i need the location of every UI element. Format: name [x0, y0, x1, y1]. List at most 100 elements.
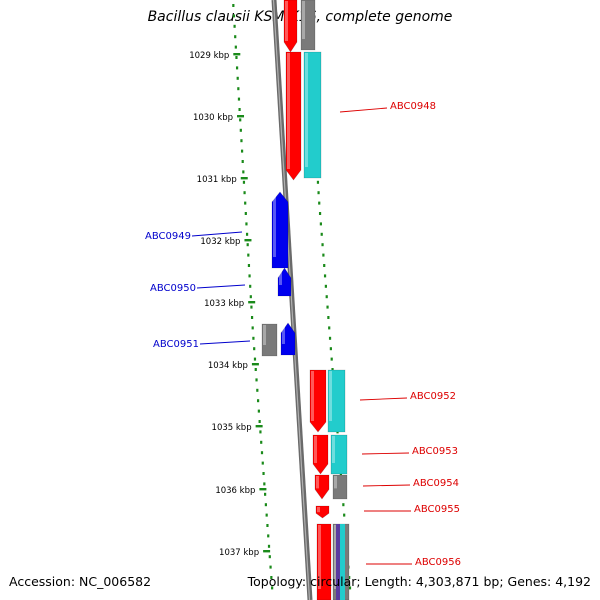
major-tick-left	[263, 550, 271, 553]
scale-label: 1034 kbp	[208, 361, 248, 371]
minor-tick-right	[325, 295, 328, 299]
gene-arrow-abc0952	[309, 369, 327, 433]
minor-tick-right	[348, 586, 352, 590]
minor-tick-left	[250, 316, 254, 319]
minor-tick-left	[265, 513, 268, 517]
minor-tick-left	[248, 274, 251, 278]
minor-tick-right	[323, 264, 326, 267]
major-tick-left	[237, 115, 245, 118]
gene-arrow-forward	[283, 0, 298, 53]
scale-label: 1033 kbp	[204, 299, 244, 309]
gene-label: ABC0955	[414, 504, 460, 515]
minor-tick-left	[244, 201, 247, 205]
minor-tick-left	[257, 409, 260, 413]
gene-label: ABC0949	[145, 231, 191, 242]
minor-tick-left	[249, 295, 252, 299]
minor-tick-left	[260, 451, 264, 455]
gene-label: ABC0956	[415, 557, 461, 568]
gene-label: ABC0950	[150, 283, 196, 294]
minor-tick-left	[239, 118, 242, 122]
minor-tick-left	[243, 191, 246, 195]
minor-tick-left	[261, 461, 264, 465]
scale-label: 1035 kbp	[212, 423, 252, 433]
gene-arrow-abc0949	[271, 191, 289, 269]
minor-tick-right	[328, 326, 331, 330]
minor-tick-left	[246, 243, 249, 247]
minor-tick-left	[245, 222, 248, 226]
label-leader-line	[196, 284, 246, 289]
minor-tick-left	[241, 160, 244, 163]
label-leader-line	[362, 484, 411, 487]
minor-tick-right	[319, 222, 322, 226]
minor-tick-left	[235, 56, 238, 59]
gene-arrow-abc0953	[312, 434, 329, 475]
minor-tick-right	[322, 253, 325, 257]
major-tick-left	[233, 53, 241, 56]
minor-tick-left	[232, 4, 235, 7]
minor-tick-left	[255, 378, 258, 382]
minor-tick-right	[323, 274, 327, 278]
minor-tick-left	[239, 128, 242, 132]
minor-tick-right	[318, 212, 322, 215]
feature-bar-gray	[332, 474, 348, 500]
minor-tick-right	[328, 336, 332, 340]
minor-tick-left	[242, 170, 245, 174]
minor-tick-left	[264, 503, 267, 507]
gene-arrow-abc0956	[316, 523, 332, 600]
minor-tick-left	[270, 576, 273, 579]
label-leader-line	[339, 107, 388, 113]
minor-tick-left	[269, 565, 272, 569]
minor-tick-right	[348, 576, 351, 579]
major-tick-left	[259, 488, 267, 491]
minor-tick-left	[234, 45, 237, 49]
minor-tick-left	[271, 586, 274, 590]
gene-arrow-abc0948	[285, 51, 302, 181]
feature-bar-cyan	[330, 434, 348, 475]
minor-tick-left	[240, 149, 244, 153]
minor-tick-left	[237, 87, 240, 91]
minor-tick-left	[266, 524, 269, 527]
minor-tick-right	[320, 232, 323, 236]
label-leader-line	[359, 397, 408, 401]
label-leader-line	[361, 452, 410, 455]
label-leader-line	[199, 340, 251, 345]
major-tick-left	[248, 301, 256, 304]
accession-text: Accession: NC_006582	[9, 574, 152, 589]
minor-tick-left	[251, 326, 254, 330]
feature-bar-cyan	[303, 51, 322, 179]
minor-tick-left	[264, 492, 267, 496]
gene-label-group: ABC0948 ABC0949 ABC0950 ABC0951 ABC0952 ABC09…	[145, 101, 461, 568]
scale-label: 1031 kbp	[197, 175, 237, 185]
minor-tick-left	[249, 284, 252, 288]
minor-tick-left	[260, 440, 263, 444]
gene-label: ABC0953	[412, 446, 458, 457]
minor-tick-right	[343, 513, 346, 517]
gene-features	[261, 0, 350, 600]
minor-tick-left	[238, 108, 241, 111]
minor-tick-right	[317, 191, 320, 195]
gene-arrow-abc0954	[314, 474, 330, 500]
major-tick-left	[255, 425, 263, 428]
minor-tick-right	[327, 316, 330, 319]
minor-tick-right	[331, 368, 334, 371]
minor-tick-right	[329, 347, 332, 351]
feature-bar-cyan	[327, 369, 346, 433]
genome-backbone-highlight	[272, 0, 311, 600]
minor-tick-left	[268, 555, 271, 559]
scale-label: 1029 kbp	[189, 51, 229, 61]
minor-tick-left	[253, 357, 257, 361]
minor-tick-right	[330, 357, 333, 361]
gene-arrow-abc0950	[277, 267, 292, 297]
scale-labels: 1029 kbp 1030 kbp 1031 kbp 1032 kbp 1033 kbp…	[189, 51, 271, 558]
minor-tick-left	[252, 336, 255, 340]
scale-label: 1032 kbp	[200, 237, 240, 247]
minor-tick-left	[267, 544, 271, 548]
map-title: Bacillus clausii KSM-K16, complete genom…	[147, 9, 453, 25]
gene-label: ABC0951	[153, 339, 199, 350]
feature-stripe-cyan	[340, 524, 345, 600]
minor-tick-left	[253, 347, 256, 351]
minor-tick-left	[263, 482, 266, 486]
minor-tick-left	[259, 430, 262, 434]
minor-tick-left	[256, 388, 259, 392]
